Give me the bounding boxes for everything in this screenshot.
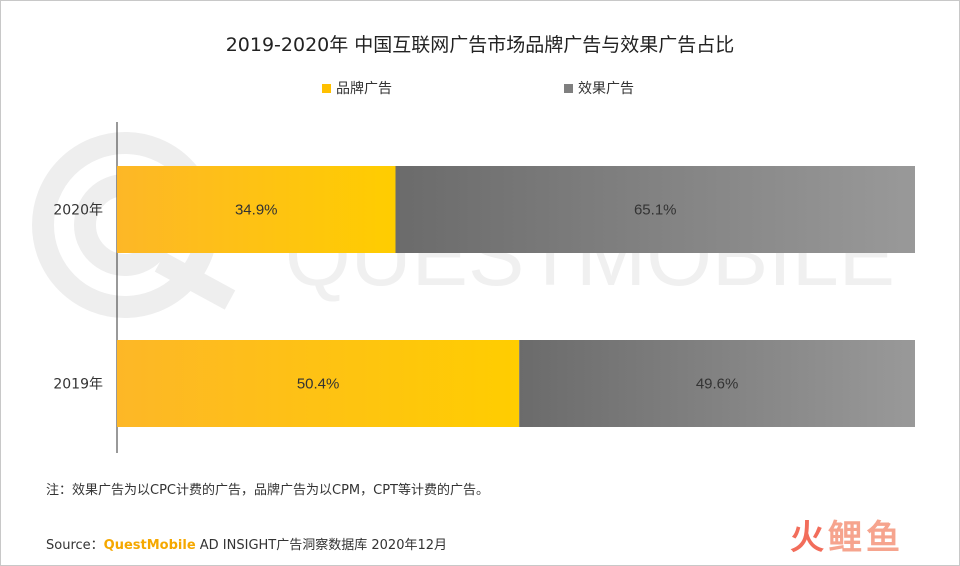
source-line: Source：QuestMobile AD INSIGHT广告洞察数据库 202… <box>46 534 447 553</box>
logo-char-1: 火 <box>790 518 824 558</box>
y-tick-label: 2020年 <box>53 203 103 219</box>
legend-label-brand: 品牌广告 <box>336 81 392 97</box>
source-prefix: Source： <box>46 538 104 553</box>
logo-char-3: 鱼 <box>866 518 900 558</box>
y-tick-label: 2019年 <box>53 377 103 393</box>
data-label: 65.1% <box>634 202 677 219</box>
bar-segment <box>519 340 915 427</box>
legend-swatch-performance <box>564 83 573 93</box>
huoliyu-logo: 火 鲤 鱼 <box>790 518 900 558</box>
legend-item-performance: 效果广告 <box>564 78 634 98</box>
legend-item-brand: 品牌广告 <box>322 78 392 98</box>
legend-swatch-brand <box>322 83 331 93</box>
source-brand: QuestMobile <box>103 538 196 553</box>
data-label: 34.9% <box>235 202 278 219</box>
legend-label-performance: 效果广告 <box>578 81 634 97</box>
source-suffix: AD INSIGHT广告洞察数据库 2020年12月 <box>195 538 448 553</box>
data-label: 50.4% <box>297 376 340 393</box>
bar-segment <box>117 166 396 253</box>
data-label: 49.6% <box>696 376 739 393</box>
footnote: 注：效果广告为以CPC计费的广告，品牌广告为以CPM，CPT等计费的广告。 <box>46 483 489 498</box>
chart-title: 2019-2020年 中国互联网广告市场品牌广告与效果广告占比 <box>225 34 735 56</box>
logo-char-2: 鲤 <box>828 518 862 558</box>
bar-segment <box>117 340 520 427</box>
bar-segment <box>395 166 915 253</box>
